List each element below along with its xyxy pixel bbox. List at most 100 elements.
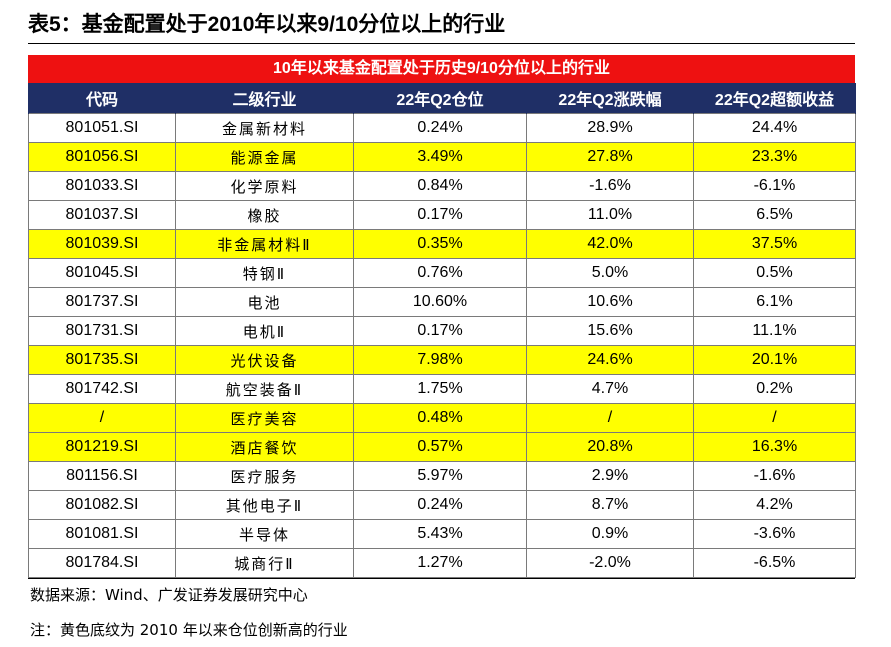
industry-cell: 电机Ⅱ bbox=[175, 316, 354, 346]
code-cell: 801033.SI bbox=[28, 171, 176, 201]
column-header-excess-return: 22年Q2超额收益 bbox=[693, 83, 856, 114]
table-row: 801735.SI 光伏设备 7.98% 24.6% 20.1% bbox=[28, 345, 856, 375]
table-row: 801082.SI 其他电子Ⅱ 0.24% 8.7% 4.2% bbox=[28, 490, 856, 520]
table-row: 801219.SI 酒店餐饮 0.57% 20.8% 16.3% bbox=[28, 432, 856, 462]
industry-table: 代码 二级行业 22年Q2仓位 22年Q2涨跌幅 22年Q2超额收益 80105… bbox=[28, 83, 856, 578]
excess-return-cell: -6.1% bbox=[693, 171, 856, 201]
excess-return-cell: 6.5% bbox=[693, 200, 856, 230]
industry-cell: 橡胶 bbox=[175, 200, 354, 230]
excess-return-cell: -3.6% bbox=[693, 519, 856, 549]
position-cell: 10.60% bbox=[353, 287, 527, 317]
position-cell: 3.49% bbox=[353, 142, 527, 172]
table-banner: 10年以来基金配置处于历史9/10分位以上的行业 bbox=[28, 55, 855, 83]
table-row: / 医疗美容 0.48% / / bbox=[28, 403, 856, 433]
return-cell: 5.0% bbox=[526, 258, 694, 288]
excess-return-cell: 20.1% bbox=[693, 345, 856, 375]
return-cell: 27.8% bbox=[526, 142, 694, 172]
industry-cell: 特钢Ⅱ bbox=[175, 258, 354, 288]
return-cell: 20.8% bbox=[526, 432, 694, 462]
industry-cell: 半导体 bbox=[175, 519, 354, 549]
title-divider bbox=[28, 43, 855, 44]
excess-return-cell: -1.6% bbox=[693, 461, 856, 491]
return-cell: 4.7% bbox=[526, 374, 694, 404]
excess-return-cell: -6.5% bbox=[693, 548, 856, 578]
position-cell: 5.43% bbox=[353, 519, 527, 549]
code-cell: 801082.SI bbox=[28, 490, 176, 520]
table-body: 801051.SI 金属新材料 0.24% 28.9% 24.4% 801056.SI 能源… bbox=[28, 113, 856, 578]
code-cell: 801784.SI bbox=[28, 548, 176, 578]
column-header-position: 22年Q2仓位 bbox=[353, 83, 527, 114]
return-cell: / bbox=[526, 403, 694, 433]
return-cell: 24.6% bbox=[526, 345, 694, 375]
position-cell: 0.24% bbox=[353, 490, 527, 520]
code-cell: 801735.SI bbox=[28, 345, 176, 375]
position-cell: 0.17% bbox=[353, 200, 527, 230]
code-cell: 801219.SI bbox=[28, 432, 176, 462]
return-cell: 42.0% bbox=[526, 229, 694, 259]
position-cell: 1.75% bbox=[353, 374, 527, 404]
industry-cell: 光伏设备 bbox=[175, 345, 354, 375]
table-header-row: 代码 二级行业 22年Q2仓位 22年Q2涨跌幅 22年Q2超额收益 bbox=[28, 83, 856, 114]
position-cell: 0.24% bbox=[353, 113, 527, 143]
position-cell: 0.48% bbox=[353, 403, 527, 433]
return-cell: -2.0% bbox=[526, 548, 694, 578]
position-cell: 0.17% bbox=[353, 316, 527, 346]
industry-cell: 电池 bbox=[175, 287, 354, 317]
industry-cell: 能源金属 bbox=[175, 142, 354, 172]
excess-return-cell: / bbox=[693, 403, 856, 433]
code-cell: 801156.SI bbox=[28, 461, 176, 491]
return-cell: 2.9% bbox=[526, 461, 694, 491]
industry-cell: 医疗服务 bbox=[175, 461, 354, 491]
position-cell: 1.27% bbox=[353, 548, 527, 578]
code-cell: 801039.SI bbox=[28, 229, 176, 259]
return-cell: 28.9% bbox=[526, 113, 694, 143]
table-row: 801156.SI 医疗服务 5.97% 2.9% -1.6% bbox=[28, 461, 856, 491]
table-row: 801056.SI 能源金属 3.49% 27.8% 23.3% bbox=[28, 142, 856, 172]
position-cell: 5.97% bbox=[353, 461, 527, 491]
industry-cell: 医疗美容 bbox=[175, 403, 354, 433]
return-cell: 0.9% bbox=[526, 519, 694, 549]
column-header-industry: 二级行业 bbox=[175, 83, 354, 114]
industry-cell: 非金属材料Ⅱ bbox=[175, 229, 354, 259]
code-cell: / bbox=[28, 403, 176, 433]
return-cell: -1.6% bbox=[526, 171, 694, 201]
excess-return-cell: 11.1% bbox=[693, 316, 856, 346]
table-row: 801033.SI 化学原料 0.84% -1.6% -6.1% bbox=[28, 171, 856, 201]
position-cell: 0.35% bbox=[353, 229, 527, 259]
industry-cell: 化学原料 bbox=[175, 171, 354, 201]
table-row: 801731.SI 电机Ⅱ 0.17% 15.6% 11.1% bbox=[28, 316, 856, 346]
excess-return-cell: 0.2% bbox=[693, 374, 856, 404]
return-cell: 11.0% bbox=[526, 200, 694, 230]
return-cell: 10.6% bbox=[526, 287, 694, 317]
table-row: 801742.SI 航空装备Ⅱ 1.75% 4.7% 0.2% bbox=[28, 374, 856, 404]
return-cell: 15.6% bbox=[526, 316, 694, 346]
excess-return-cell: 37.5% bbox=[693, 229, 856, 259]
table-row: 801037.SI 橡胶 0.17% 11.0% 6.5% bbox=[28, 200, 856, 230]
column-header-code: 代码 bbox=[28, 83, 176, 114]
table-row: 801081.SI 半导体 5.43% 0.9% -3.6% bbox=[28, 519, 856, 549]
table-row: 801737.SI 电池 10.60% 10.6% 6.1% bbox=[28, 287, 856, 317]
excess-return-cell: 24.4% bbox=[693, 113, 856, 143]
industry-cell: 金属新材料 bbox=[175, 113, 354, 143]
table-row: 801051.SI 金属新材料 0.24% 28.9% 24.4% bbox=[28, 113, 856, 143]
excess-return-cell: 23.3% bbox=[693, 142, 856, 172]
code-cell: 801037.SI bbox=[28, 200, 176, 230]
excess-return-cell: 16.3% bbox=[693, 432, 856, 462]
excess-return-cell: 6.1% bbox=[693, 287, 856, 317]
table-row: 801045.SI 特钢Ⅱ 0.76% 5.0% 0.5% bbox=[28, 258, 856, 288]
code-cell: 801737.SI bbox=[28, 287, 176, 317]
industry-cell: 酒店餐饮 bbox=[175, 432, 354, 462]
table-title: 表5：基金配置处于2010年以来9/10分位以上的行业 bbox=[28, 13, 506, 36]
code-cell: 801056.SI bbox=[28, 142, 176, 172]
column-header-return: 22年Q2涨跌幅 bbox=[526, 83, 694, 114]
industry-cell: 其他电子Ⅱ bbox=[175, 490, 354, 520]
position-cell: 7.98% bbox=[353, 345, 527, 375]
excess-return-cell: 4.2% bbox=[693, 490, 856, 520]
table-bottom-divider bbox=[28, 578, 855, 579]
table-row: 801039.SI 非金属材料Ⅱ 0.35% 42.0% 37.5% bbox=[28, 229, 856, 259]
footnote: 注：黄色底纹为 2010 年以来仓位创新高的行业 bbox=[30, 621, 348, 639]
code-cell: 801051.SI bbox=[28, 113, 176, 143]
excess-return-cell: 0.5% bbox=[693, 258, 856, 288]
table-row: 801784.SI 城商行Ⅱ 1.27% -2.0% -6.5% bbox=[28, 548, 856, 578]
position-cell: 0.57% bbox=[353, 432, 527, 462]
